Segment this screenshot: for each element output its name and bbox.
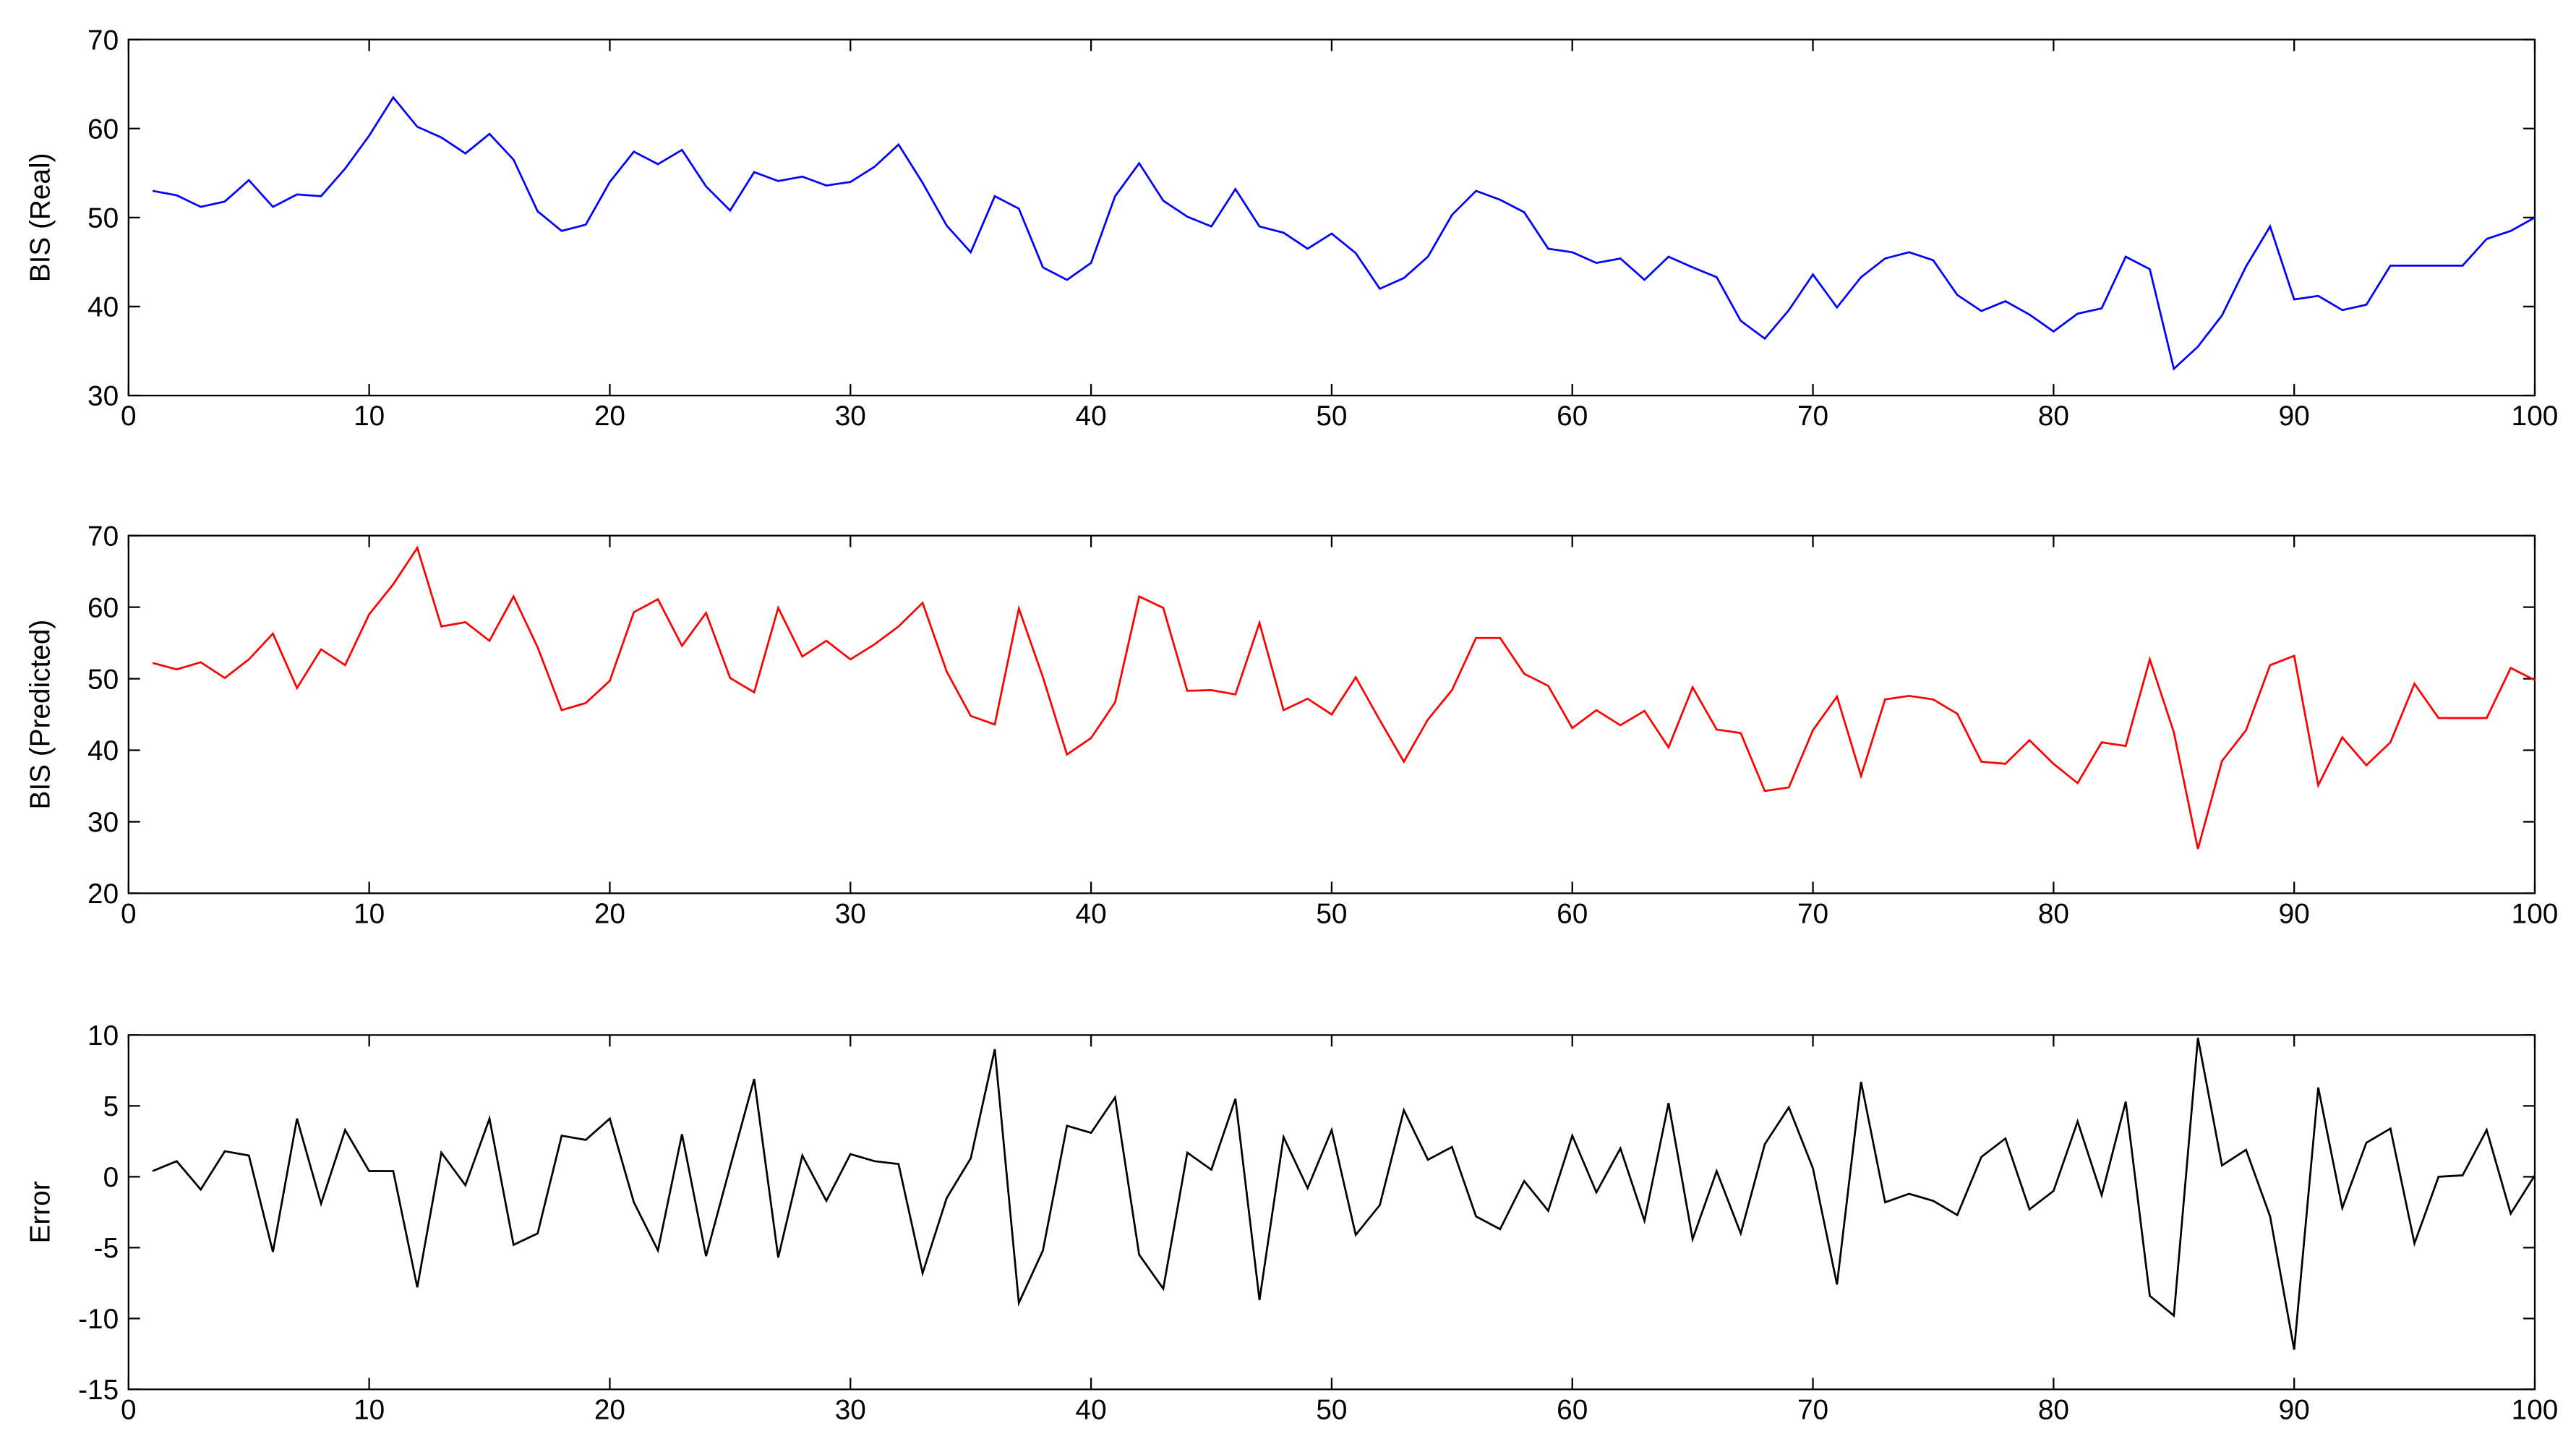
y-axis-label: BIS (Real) (25, 153, 56, 283)
x-tick-label: 70 (1797, 1394, 1828, 1425)
data-line (152, 1038, 2536, 1350)
x-tick-label: 90 (2279, 898, 2310, 929)
x-tick-label: 50 (1316, 401, 1347, 432)
y-tick-label: 5 (103, 1091, 119, 1122)
x-tick-label: 80 (2038, 898, 2069, 929)
y-tick-label: 50 (87, 664, 119, 695)
x-tick-label: 10 (354, 898, 385, 929)
axes-box (127, 1034, 2536, 1391)
y-tick-label: 70 (87, 25, 119, 56)
x-tick-label: 90 (2279, 401, 2310, 432)
x-tick-label: 100 (2512, 1394, 2559, 1425)
axes-box (127, 38, 2536, 397)
x-tick-label: 20 (594, 898, 625, 929)
y-tick-label: -15 (78, 1375, 119, 1406)
y-axis-label: Error (25, 1181, 56, 1243)
x-tick-label: 90 (2279, 1394, 2310, 1425)
data-line (152, 545, 2536, 850)
y-tick-label: 10 (87, 1020, 119, 1051)
x-tick-label: 0 (121, 898, 137, 929)
x-tick-label: 0 (121, 401, 137, 432)
x-tick-label: 30 (835, 898, 866, 929)
x-tick-label: 0 (121, 1394, 137, 1425)
x-tick-label: 20 (594, 1394, 625, 1425)
x-tick-label: 10 (354, 1394, 385, 1425)
x-tick-label: 100 (2512, 898, 2559, 929)
y-tick-label: 20 (87, 879, 119, 910)
x-tick-label: 40 (1076, 401, 1107, 432)
y-tick-label: 30 (87, 381, 119, 412)
x-tick-label: 60 (1557, 401, 1588, 432)
y-tick-label: 0 (103, 1162, 119, 1193)
x-tick-label: 50 (1316, 1394, 1347, 1425)
x-tick-label: 40 (1076, 1394, 1107, 1425)
data-line (152, 95, 2536, 371)
y-tick-label: 60 (87, 592, 119, 623)
y-tick-label: -10 (78, 1304, 119, 1335)
x-tick-label: 50 (1316, 898, 1347, 929)
y-axis-label: BIS (Predicted) (25, 620, 56, 810)
y-tick-label: 40 (87, 735, 119, 766)
y-tick-label: 30 (87, 807, 119, 838)
x-tick-label: 80 (2038, 1394, 2069, 1425)
y-tick-label: -5 (94, 1233, 119, 1264)
x-tick-label: 30 (835, 401, 866, 432)
x-tick-label: 70 (1797, 401, 1828, 432)
x-tick-label: 80 (2038, 401, 2069, 432)
y-tick-label: 70 (87, 521, 119, 552)
x-tick-label: 100 (2512, 401, 2559, 432)
x-tick-label: 30 (835, 1394, 866, 1425)
x-tick-label: 60 (1557, 898, 1588, 929)
x-tick-label: 60 (1557, 1394, 1588, 1425)
y-tick-label: 50 (87, 203, 119, 234)
x-tick-label: 10 (354, 401, 385, 432)
x-tick-label: 20 (594, 401, 625, 432)
x-tick-label: 70 (1797, 898, 1828, 929)
x-tick-label: 40 (1076, 898, 1107, 929)
y-tick-label: 40 (87, 292, 119, 323)
y-tick-label: 60 (87, 114, 119, 145)
